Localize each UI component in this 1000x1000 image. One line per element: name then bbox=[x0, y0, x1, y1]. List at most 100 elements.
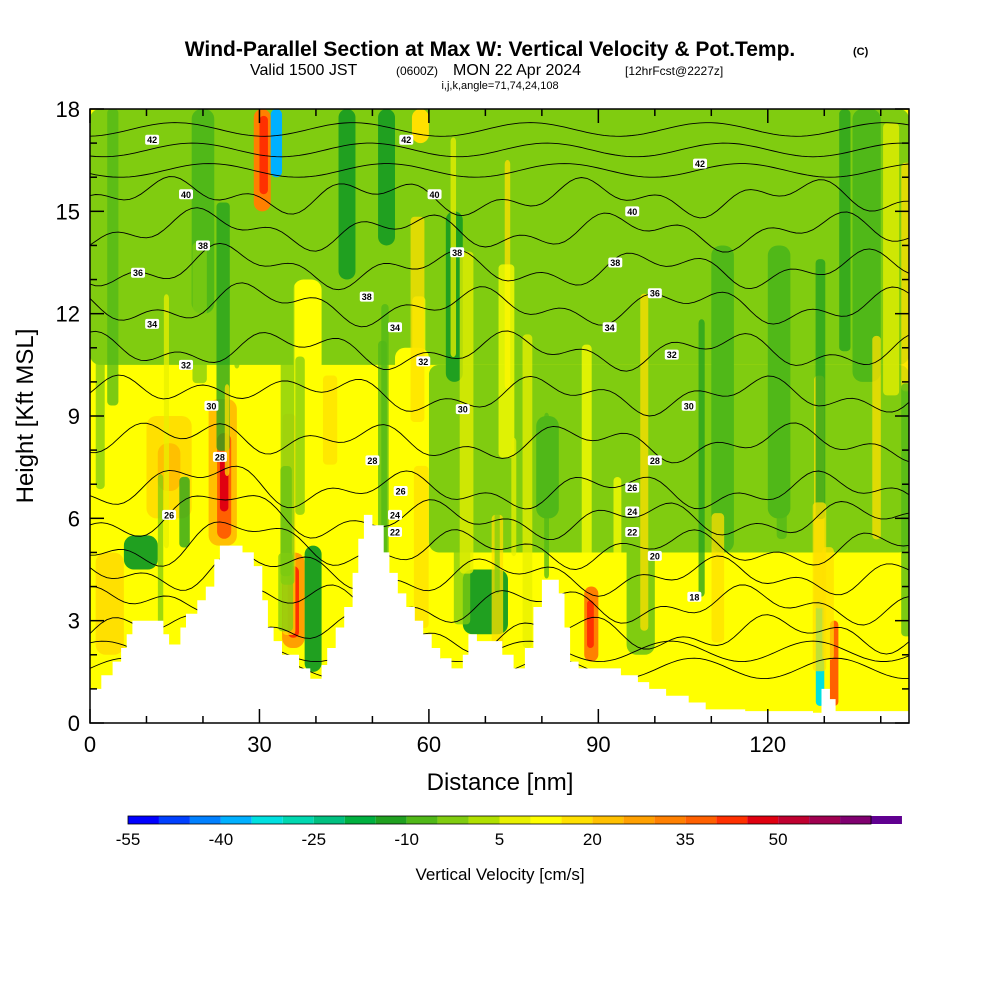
colorbar-swatch bbox=[406, 816, 438, 824]
theta-label-bg bbox=[693, 158, 708, 169]
subtitle: Valid 1500 JST (0600Z) MON 22 Apr 2024 [… bbox=[250, 62, 723, 79]
colorbar-swatch bbox=[530, 816, 562, 824]
velocity-patch bbox=[411, 109, 429, 144]
theta-label: 38 bbox=[608, 257, 623, 268]
colorbar-swatch bbox=[468, 816, 500, 824]
theta-label-bg bbox=[625, 506, 640, 517]
colorbar-swatch bbox=[840, 816, 871, 824]
theta-label: 42 bbox=[693, 158, 708, 169]
theta-contour bbox=[90, 465, 909, 510]
theta-label: 26 bbox=[393, 486, 408, 497]
velocity-stripe bbox=[522, 334, 533, 648]
theta-label: 40 bbox=[625, 206, 640, 217]
theta-label-bg bbox=[647, 288, 662, 299]
y-tick-label: 15 bbox=[56, 199, 80, 224]
theta-label-bg bbox=[625, 206, 640, 217]
theta-label-text: 36 bbox=[133, 268, 143, 278]
colorbar-swatch bbox=[747, 816, 779, 824]
theta-label-text: 24 bbox=[627, 507, 637, 517]
theta-label-text: 30 bbox=[684, 401, 694, 411]
x-tick-label: 120 bbox=[749, 732, 786, 757]
theta-labels: 18 20 22 24 26 28 30 32 34 36 38 40 42 42 40 38 36 34 32 30… bbox=[131, 134, 708, 602]
theta-label-text: 28 bbox=[215, 452, 225, 462]
colorbar-title: Vertical Velocity [cm/s] bbox=[415, 865, 584, 884]
theta-label: 22 bbox=[625, 526, 640, 537]
theta-label-bg bbox=[450, 247, 465, 258]
velocity-stripe bbox=[901, 383, 909, 637]
colorbar-label: -40 bbox=[209, 830, 234, 849]
theta-label-bg bbox=[625, 526, 640, 537]
colorbar-swatch bbox=[623, 816, 655, 824]
theta-label: 32 bbox=[664, 349, 679, 360]
theta-label-bg bbox=[455, 404, 470, 415]
theta-label-bg bbox=[602, 322, 617, 333]
theta-label-text: 32 bbox=[418, 357, 428, 367]
velocity-stripe bbox=[872, 335, 881, 540]
theta-contour bbox=[90, 282, 909, 328]
theta-label: 36 bbox=[647, 288, 662, 299]
theta-contours bbox=[90, 122, 909, 680]
colorbar-label: 5 bbox=[495, 830, 504, 849]
velocity-patch bbox=[95, 552, 124, 655]
theta-label: 34 bbox=[388, 322, 403, 333]
theta-label: 36 bbox=[131, 267, 146, 278]
theta-label-text: 22 bbox=[390, 527, 400, 537]
colorbar-swatch bbox=[654, 816, 686, 824]
theta-label-text: 24 bbox=[390, 510, 400, 520]
theta-label-bg bbox=[681, 400, 696, 411]
theta-label-text: 34 bbox=[390, 323, 400, 333]
colorbar-swatch bbox=[220, 816, 252, 824]
theta-label: 26 bbox=[162, 509, 177, 520]
theta-label-text: 40 bbox=[627, 207, 637, 217]
subtitle-fcst: [12hrFcst@2227z] bbox=[625, 64, 723, 78]
colorbar-label: -10 bbox=[394, 830, 419, 849]
velocity-stripe bbox=[544, 412, 549, 579]
velocity-stripe bbox=[511, 437, 517, 557]
colorbar-swatch bbox=[437, 816, 469, 824]
theta-label-bg bbox=[687, 591, 702, 602]
theta-label-text: 30 bbox=[206, 401, 216, 411]
y-axis-label: Height [Kft MSL] bbox=[12, 329, 39, 504]
theta-label-bg bbox=[179, 359, 194, 370]
velocity-stripe bbox=[901, 162, 909, 392]
colorbar-label: 35 bbox=[676, 830, 695, 849]
colorbar-swatch bbox=[128, 816, 159, 824]
subtitle-date: MON 22 Apr 2024 bbox=[453, 62, 581, 79]
velocity-stripe bbox=[613, 477, 622, 567]
x-tick-label: 90 bbox=[586, 732, 610, 757]
theta-contour bbox=[90, 422, 909, 464]
colorbar-swatch bbox=[778, 816, 810, 824]
velocity-stripe bbox=[698, 319, 705, 597]
y-tick-label: 0 bbox=[68, 711, 80, 736]
theta-label-text: 40 bbox=[181, 190, 191, 200]
y-tick-label: 18 bbox=[56, 97, 80, 122]
colorbar-label: 20 bbox=[583, 830, 602, 849]
colorbar-swatch bbox=[809, 816, 841, 824]
x-axis: 0 30 60 90 120 bbox=[84, 109, 882, 757]
colorbar bbox=[127, 815, 902, 825]
terrain bbox=[90, 514, 909, 723]
colorbar-swatch bbox=[344, 816, 376, 824]
velocity-patch bbox=[338, 109, 356, 280]
velocity-stripe bbox=[498, 264, 515, 458]
x-axis-label: Distance [nm] bbox=[427, 769, 574, 796]
velocity-stripe bbox=[224, 384, 230, 477]
theta-label-text: 38 bbox=[610, 258, 620, 268]
velocity-stripe bbox=[410, 216, 425, 422]
theta-label: 28 bbox=[365, 455, 380, 466]
theta-label-text: 20 bbox=[650, 551, 660, 561]
velocity-stripe bbox=[192, 242, 207, 384]
theta-label: 40 bbox=[427, 189, 442, 200]
theta-label-bg bbox=[388, 526, 403, 537]
velocity-patch bbox=[157, 443, 181, 492]
theta-label: 30 bbox=[204, 400, 219, 411]
colorbar-swatch bbox=[251, 816, 283, 824]
theta-label-text: 32 bbox=[667, 350, 677, 360]
theta-label-bg bbox=[625, 482, 640, 493]
theta-contour bbox=[90, 163, 909, 178]
theta-contour bbox=[90, 521, 909, 570]
theta-contour bbox=[90, 242, 909, 291]
velocity-patch bbox=[711, 245, 734, 553]
velocity-stripe bbox=[163, 294, 169, 549]
